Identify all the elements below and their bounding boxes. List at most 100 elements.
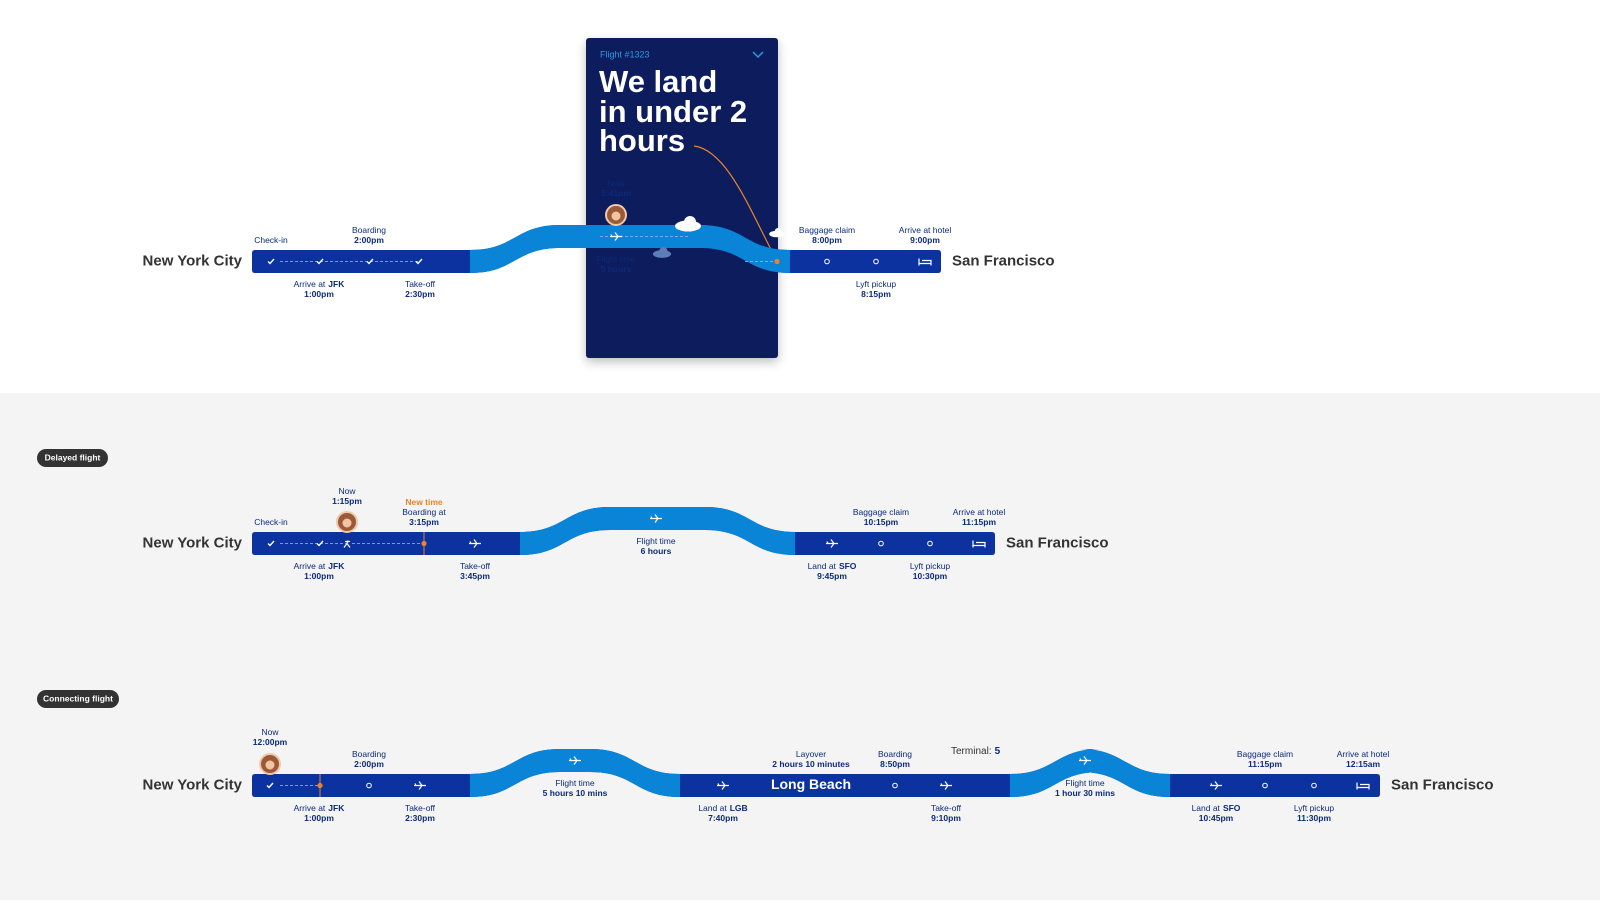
stop-icon xyxy=(1311,782,1317,789)
stop-label: Flight time xyxy=(596,254,635,264)
stop-label: Land at SFO xyxy=(1192,803,1241,813)
stop-label: 6 hours xyxy=(641,546,672,556)
stop-label: 8:15pm xyxy=(861,289,891,299)
stop-label: Baggage claim xyxy=(799,225,855,235)
stop-title: Flight time xyxy=(596,254,635,264)
stop-icon xyxy=(824,258,830,265)
stop-title: Flight time xyxy=(1065,778,1104,788)
origin-city: New York City xyxy=(143,252,243,269)
stop-place: JFK xyxy=(328,561,345,571)
stop-label: Flight time xyxy=(636,536,675,546)
plane-icon xyxy=(717,781,729,790)
cloud xyxy=(684,216,696,228)
stop-label: Take-off xyxy=(931,803,962,813)
stop-time: 10:15pm xyxy=(864,517,899,527)
stop-title: Land at xyxy=(808,561,837,571)
plane-icon xyxy=(940,781,952,790)
stop-title: Now xyxy=(607,178,625,188)
chevron[interactable] xyxy=(752,51,764,59)
stop-time: 11:30pm xyxy=(1297,813,1331,823)
stop-time: 8:50pm xyxy=(880,759,910,769)
stop-label: Lyft pickup xyxy=(910,561,951,571)
stop-label: 11:15pm xyxy=(1248,759,1282,769)
stop-place: JFK xyxy=(328,279,345,289)
terminal-title: Terminal: xyxy=(951,746,992,757)
stop-label: 1 hour 30 mins xyxy=(1055,788,1115,798)
stop-label: 1:00pm xyxy=(304,289,334,299)
stop-label: 5 hours xyxy=(601,264,632,274)
stopover-city: Long Beach xyxy=(771,776,851,792)
stop-label: Lyft pickup xyxy=(856,279,897,289)
plane-icon xyxy=(569,756,581,765)
stop-title: Take-off xyxy=(931,803,962,813)
stop-label: Arrive at JFK xyxy=(294,803,346,813)
stop-title: Baggage claim xyxy=(853,507,909,517)
terminal-label: Terminal: 5 xyxy=(951,746,1001,757)
check-icon xyxy=(266,782,274,789)
plane-icon xyxy=(650,514,662,523)
destination-city: San Francisco xyxy=(1006,534,1109,551)
stop-label: Take-off xyxy=(405,279,436,289)
stop-label: 8:50pm xyxy=(880,759,910,769)
origin-city: New York City xyxy=(143,534,243,551)
stop-label: 1:15pm xyxy=(332,496,362,506)
stop-time: 2:30pm xyxy=(405,813,435,823)
stop-time: 12:15am xyxy=(1346,759,1380,769)
avatar-face xyxy=(611,211,621,221)
flight-segment xyxy=(470,225,790,273)
stop-title: Take-off xyxy=(405,803,436,813)
stop-time: 12:00pm xyxy=(253,737,288,747)
stop-label: Arrive at hotel xyxy=(953,507,1006,517)
stop-title: Land at xyxy=(1192,803,1221,813)
stop-label: 9:10pm xyxy=(931,813,961,823)
bottom-panel xyxy=(0,393,1600,900)
bed-icon xyxy=(1356,782,1370,790)
stop-title: Now xyxy=(338,486,356,496)
stop-icon xyxy=(927,540,933,547)
headline-line: We land xyxy=(599,64,717,99)
stop-icon xyxy=(878,540,884,547)
stop-label: 7:40pm xyxy=(708,813,738,823)
stop-place: SFO xyxy=(1223,803,1241,813)
origin-city: New York City xyxy=(143,776,243,793)
stop-time: 7:40pm xyxy=(708,813,738,823)
stop-time: 2:30pm xyxy=(405,289,435,299)
stop-time: 2:00pm xyxy=(354,759,384,769)
stop-label: Arrive at hotel xyxy=(899,225,952,235)
stop-label: Take-off xyxy=(460,561,491,571)
stop-title: Take-off xyxy=(405,279,436,289)
plane-icon xyxy=(414,781,426,790)
destination-city: San Francisco xyxy=(1391,776,1494,793)
stop-time: 1 hour 30 mins xyxy=(1055,788,1115,798)
stop-title: Lyft pickup xyxy=(856,279,897,289)
flight-number: Flight #1323 xyxy=(600,49,650,59)
stop-title: Boarding xyxy=(352,225,386,235)
progress-dot xyxy=(421,540,427,547)
flight-card[interactable] xyxy=(586,38,778,358)
stop-time: 5 hours xyxy=(601,264,632,274)
check-icon xyxy=(415,258,423,265)
stop-label: Lyft pickup xyxy=(1294,803,1335,813)
stop-label: Land at LGB xyxy=(698,803,747,813)
top-panel xyxy=(0,0,1600,393)
stop-title: Lyft pickup xyxy=(910,561,951,571)
stop-label: 11:15pm xyxy=(962,517,996,527)
stop-title: Baggage claim xyxy=(799,225,855,235)
stop-label: Arrive at JFK xyxy=(294,561,346,571)
stop-title: Land at xyxy=(698,803,727,813)
cloud xyxy=(659,247,668,256)
timeline-ribbon xyxy=(252,507,995,555)
stop-label: 2 hours 10 minutes xyxy=(772,759,850,769)
destination-city: San Francisco xyxy=(952,252,1055,269)
stop-icon xyxy=(366,782,372,789)
stop-title: Lyft pickup xyxy=(1294,803,1335,813)
stop-time: 5:41pm xyxy=(601,188,631,198)
stop-title: Arrive at hotel xyxy=(899,225,952,235)
stop-time: 6 hours xyxy=(641,546,672,556)
stop-time: 2:00pm xyxy=(354,235,384,245)
stop-title: Baggage claim xyxy=(1237,749,1293,759)
cloud xyxy=(774,228,782,236)
stop-label: Check-in xyxy=(254,517,288,527)
stop-time: 10:45pm xyxy=(1199,813,1234,823)
